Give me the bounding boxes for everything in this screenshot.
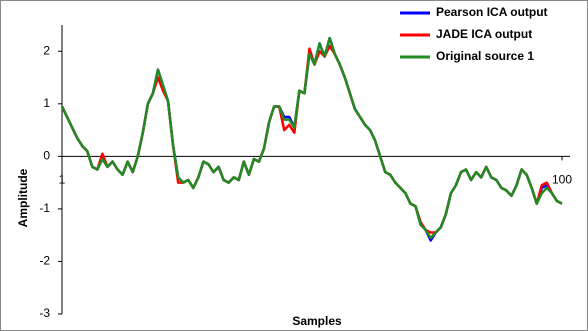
y-tick-label: 2 <box>43 43 50 57</box>
legend-label: Original source 1 <box>436 49 534 63</box>
x-tick-label: 1 <box>59 173 66 187</box>
y-tick-label: -2 <box>39 254 50 268</box>
legend-label: Pearson ICA output <box>436 5 548 19</box>
x-tick-label: 100 <box>552 173 572 187</box>
y-tick-label: 0 <box>43 149 50 163</box>
legend-label: JADE ICA output <box>436 27 532 41</box>
y-tick-label: -1 <box>39 201 50 215</box>
y-tick-label: -3 <box>39 306 50 320</box>
series-line <box>60 36 563 240</box>
y-tick-label: 1 <box>43 96 50 110</box>
x-axis-title: Samples <box>292 314 342 328</box>
y-axis-title: Amplitude <box>16 168 30 227</box>
